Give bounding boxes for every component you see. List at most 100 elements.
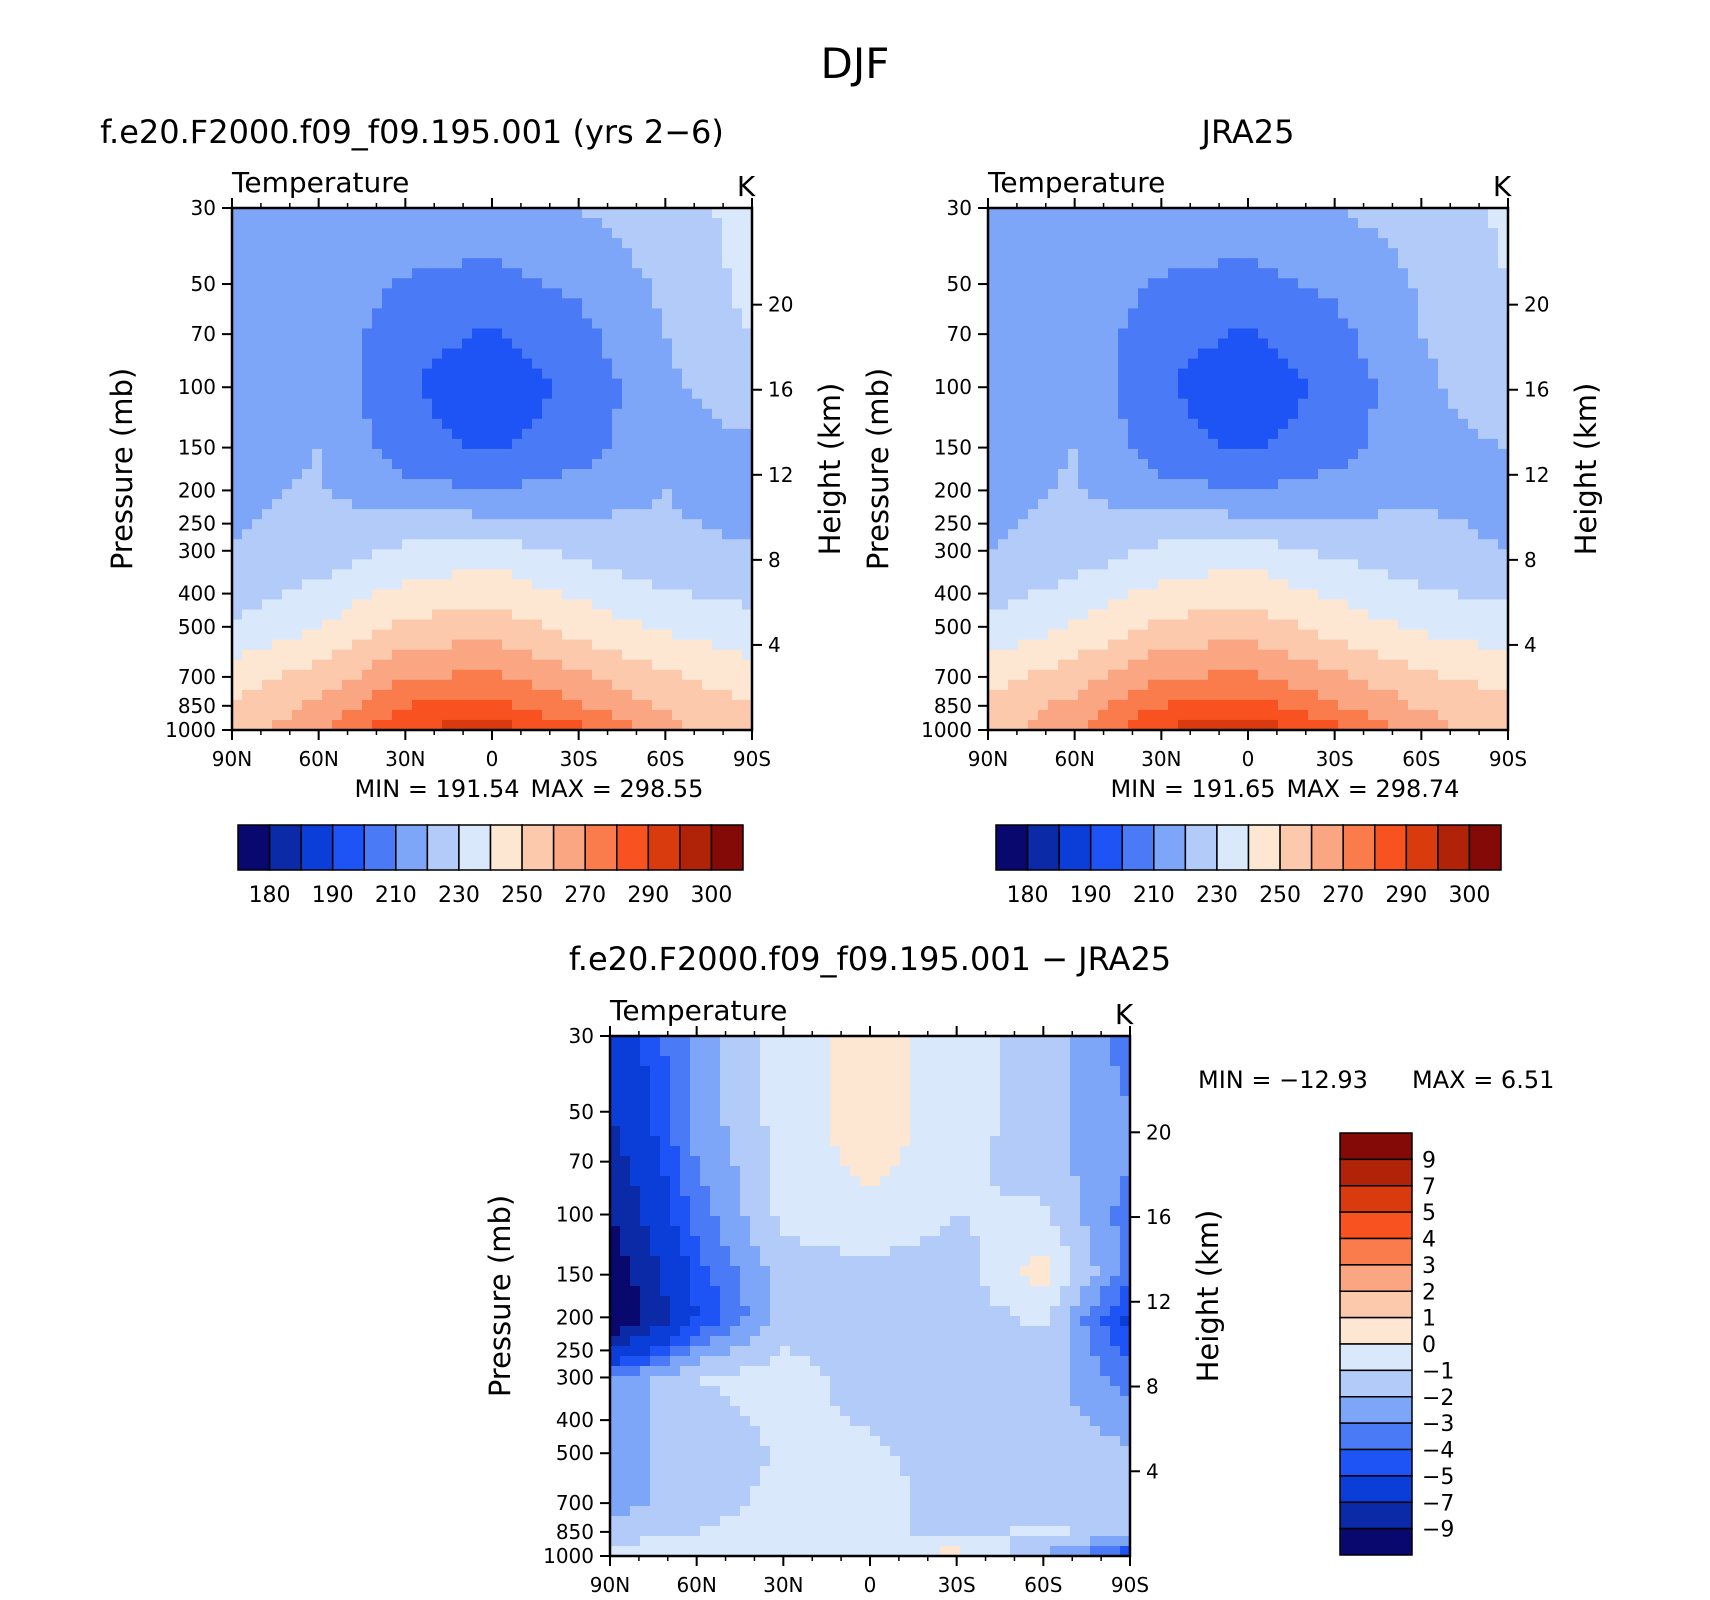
field-cell — [572, 258, 583, 269]
field-cell — [232, 348, 243, 360]
field-cell — [442, 709, 453, 721]
field-cell — [1258, 569, 1269, 581]
field-cell — [552, 308, 563, 320]
field-cell — [1138, 589, 1149, 601]
field-cell — [1248, 599, 1259, 611]
field-cell — [592, 228, 603, 239]
field-cell — [1008, 499, 1019, 510]
field-cell — [1378, 238, 1389, 249]
field-cell — [1188, 559, 1199, 570]
field-cell — [988, 298, 999, 309]
field-cell — [712, 469, 723, 480]
field-cell — [1098, 238, 1109, 249]
field-cell — [1248, 318, 1259, 330]
field-cell — [1398, 258, 1409, 269]
field-cell — [652, 278, 663, 289]
field-cell — [372, 338, 383, 350]
field-cell — [1388, 278, 1399, 289]
y-tick-label: 150 — [178, 436, 216, 460]
field-cell — [392, 408, 403, 420]
field-cell — [1498, 248, 1509, 259]
field-cell — [392, 248, 403, 259]
field-cell — [382, 689, 393, 701]
field-cell — [252, 428, 263, 440]
field-cell — [1258, 539, 1269, 550]
field-cell — [532, 709, 543, 721]
field-cell — [322, 569, 333, 581]
field-cell — [1228, 378, 1239, 390]
field-cell — [622, 328, 633, 340]
field-cell — [562, 619, 573, 631]
field-cell — [1478, 378, 1489, 390]
field-cell — [1148, 238, 1159, 249]
field-cell — [1308, 298, 1319, 309]
field-cell — [1268, 308, 1279, 320]
field-cell — [602, 689, 613, 701]
field-cell — [492, 709, 503, 721]
field-cell — [632, 719, 643, 731]
field-cell — [1088, 589, 1099, 601]
field-cell — [1148, 208, 1159, 219]
field-cell — [1448, 579, 1459, 591]
field-cell — [482, 208, 493, 219]
field-cell — [1418, 539, 1429, 550]
field-cell — [1178, 539, 1189, 550]
field-cell — [732, 298, 743, 309]
field-cell — [1328, 248, 1339, 259]
field-cell — [482, 629, 493, 641]
field-cell — [1118, 388, 1129, 400]
field-cell — [652, 308, 663, 320]
field-cell — [362, 278, 373, 289]
field-cell — [1028, 539, 1039, 550]
field-cell — [682, 358, 693, 370]
field-cell — [1148, 559, 1159, 570]
field-cell — [472, 338, 483, 350]
field-cell — [1038, 589, 1049, 601]
field-cell — [1218, 208, 1229, 219]
field-cell — [312, 639, 323, 651]
field-cell — [1438, 238, 1449, 249]
field-cell — [1278, 589, 1289, 601]
field-cell — [1018, 298, 1029, 309]
field-cell — [612, 308, 623, 320]
field-cell — [1238, 499, 1249, 510]
field-cell — [272, 418, 283, 430]
field-cell — [322, 489, 333, 500]
field-cell — [642, 248, 653, 259]
field-cell — [1258, 599, 1269, 611]
field-cell — [1148, 218, 1159, 229]
field-cell — [1028, 258, 1039, 269]
field-cell — [998, 208, 1009, 219]
field-cell — [732, 489, 743, 500]
field-cell — [1228, 569, 1239, 581]
field-cell — [392, 619, 403, 631]
field-cell — [552, 579, 563, 591]
field-cell — [462, 579, 473, 591]
field-cell — [332, 398, 343, 410]
field-cell — [1228, 448, 1239, 460]
field-cell — [1418, 218, 1429, 229]
field-cell — [1288, 228, 1299, 239]
field-cell — [632, 308, 643, 320]
field-cell — [282, 609, 293, 621]
y-tick-label: 70 — [191, 322, 216, 346]
field-cell — [702, 348, 713, 360]
field-cell — [732, 609, 743, 621]
field-cell — [642, 539, 653, 550]
field-cell — [302, 318, 313, 330]
field-cell — [392, 479, 403, 490]
field-cell — [1048, 448, 1059, 460]
field-cell — [562, 358, 573, 370]
field-cell — [1438, 539, 1449, 550]
field-cell — [622, 559, 633, 570]
field-cell — [988, 599, 999, 611]
field-cell — [1438, 609, 1449, 621]
field-cell — [1218, 559, 1229, 570]
field-cell — [432, 338, 443, 350]
field-cell — [592, 579, 603, 591]
field-cell — [542, 248, 553, 259]
field-cell — [1118, 238, 1129, 249]
field-cell — [422, 519, 433, 530]
field-cell — [522, 248, 533, 259]
field-cell — [572, 378, 583, 390]
